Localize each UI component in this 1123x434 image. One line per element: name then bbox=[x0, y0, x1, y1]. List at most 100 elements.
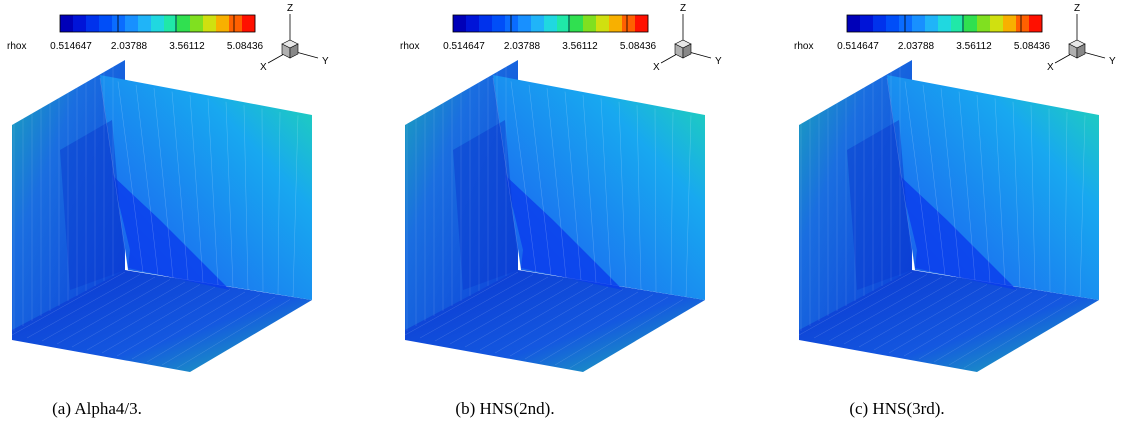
legend-label: rhox bbox=[794, 41, 813, 52]
floor-face bbox=[405, 270, 705, 372]
axis-y-label: Y bbox=[715, 56, 722, 67]
colorbar-segment bbox=[977, 15, 991, 32]
mesh-line bbox=[958, 91, 976, 281]
mesh-line bbox=[1030, 105, 1036, 291]
mesh-line bbox=[813, 274, 928, 339]
colorbar-segment bbox=[177, 15, 191, 32]
colorbar-segment bbox=[609, 15, 623, 32]
colorbar-segment bbox=[873, 15, 887, 32]
mesh-line bbox=[918, 291, 1033, 360]
mesh-line bbox=[243, 105, 249, 291]
axis-x-label: X bbox=[260, 62, 267, 73]
mesh-line bbox=[176, 299, 291, 369]
mesh-line bbox=[117, 81, 144, 273]
caption: (a) Alpha4/3. bbox=[52, 399, 142, 418]
colorbar-segment bbox=[622, 15, 636, 32]
colorbar-segment bbox=[518, 15, 532, 32]
mesh-line bbox=[56, 279, 171, 345]
colorbar-segment bbox=[557, 15, 571, 32]
colorbar-segment bbox=[938, 15, 952, 32]
mesh-line bbox=[940, 88, 961, 278]
colorbar-frame bbox=[846, 14, 1043, 33]
mesh-line bbox=[798, 271, 913, 336]
mesh-line bbox=[528, 84, 552, 276]
mesh-line bbox=[41, 276, 156, 342]
mesh-line bbox=[685, 115, 692, 298]
mesh-line bbox=[976, 94, 991, 283]
mesh-line bbox=[569, 299, 684, 369]
floor-face bbox=[799, 270, 1099, 372]
mesh-line bbox=[510, 81, 537, 273]
mesh-line bbox=[171, 91, 189, 281]
legend-label: rhox bbox=[400, 41, 419, 52]
low-region-left bbox=[453, 120, 518, 290]
mesh-line bbox=[994, 98, 1006, 286]
colorbar-segment bbox=[453, 15, 467, 32]
mesh-line bbox=[904, 81, 931, 273]
mesh-line bbox=[564, 91, 582, 281]
axis-y bbox=[295, 51, 319, 59]
colorbar-tick-label: 5.08436 bbox=[227, 41, 264, 52]
colorbar-segment bbox=[951, 15, 965, 32]
mesh-line bbox=[292, 115, 299, 298]
axis-z-label: Z bbox=[287, 3, 293, 14]
colorbar-tick-label: 0.514647 bbox=[443, 41, 485, 52]
mesh-line bbox=[71, 281, 186, 348]
colorbar-tick-label: 0.514647 bbox=[50, 41, 92, 52]
colorbar-tick-label: 5.08436 bbox=[1014, 41, 1051, 52]
mesh-line bbox=[434, 276, 549, 342]
colorbar-segment bbox=[99, 15, 113, 32]
colorbar-segment bbox=[190, 15, 204, 32]
panel: 0.514647 2.03788 3.56112 5.08436 rhox Z Y X bbox=[400, 3, 722, 372]
colorbar-frame bbox=[452, 14, 649, 33]
mesh-line bbox=[948, 296, 1063, 366]
low-region bbox=[899, 175, 1017, 290]
mesh-line bbox=[654, 108, 657, 293]
mesh-line bbox=[189, 94, 204, 283]
mesh-line bbox=[261, 108, 264, 293]
axis-x-label: X bbox=[1047, 62, 1054, 73]
triad-cube-right bbox=[289, 43, 299, 59]
colorbar-tick-label: 2.03788 bbox=[504, 41, 541, 52]
mesh-line bbox=[828, 276, 943, 342]
mesh-line bbox=[86, 284, 201, 351]
mesh-line bbox=[539, 294, 654, 363]
colorbar-segment bbox=[216, 15, 230, 32]
mesh-line bbox=[26, 274, 141, 339]
colorbar-segment bbox=[1003, 15, 1017, 32]
colorbar-segment bbox=[479, 15, 493, 32]
colorbar-segment bbox=[544, 15, 558, 32]
colorbar-segment bbox=[912, 15, 926, 32]
mesh-line bbox=[843, 279, 958, 345]
colorbar-segment bbox=[583, 15, 597, 32]
mesh-line bbox=[1064, 111, 1068, 296]
mesh-line bbox=[153, 88, 174, 278]
legend-label: rhox bbox=[7, 41, 26, 52]
mesh-line bbox=[670, 111, 674, 296]
axis-y-label: Y bbox=[1109, 56, 1116, 67]
colorbar-segment bbox=[886, 15, 900, 32]
mesh-line bbox=[886, 77, 916, 271]
axis-x bbox=[1054, 53, 1072, 64]
colorbar-segment bbox=[505, 15, 519, 32]
panel: 0.514647 2.03788 3.56112 5.08436 rhox Z Y X bbox=[794, 3, 1116, 372]
colorbar-frame bbox=[59, 14, 256, 33]
colorbar-segment bbox=[492, 15, 506, 32]
mesh-line bbox=[449, 279, 564, 345]
colorbar-segment bbox=[596, 15, 610, 32]
caption: (b) HNS(2nd). bbox=[455, 399, 554, 418]
mesh-line bbox=[464, 281, 579, 348]
mesh-line bbox=[546, 88, 567, 278]
colorbar-segment bbox=[847, 15, 861, 32]
mesh-line bbox=[888, 286, 1003, 354]
low-region bbox=[112, 175, 230, 290]
colorbar-segment bbox=[86, 15, 100, 32]
axis-x bbox=[660, 53, 678, 64]
mesh-line bbox=[135, 84, 159, 276]
axis-y bbox=[688, 51, 712, 59]
axis-x-label: X bbox=[653, 62, 660, 73]
colorbar-tick-label: 3.56112 bbox=[169, 41, 205, 52]
colorbar-segment bbox=[964, 15, 978, 32]
axis-y-label: Y bbox=[322, 56, 329, 67]
